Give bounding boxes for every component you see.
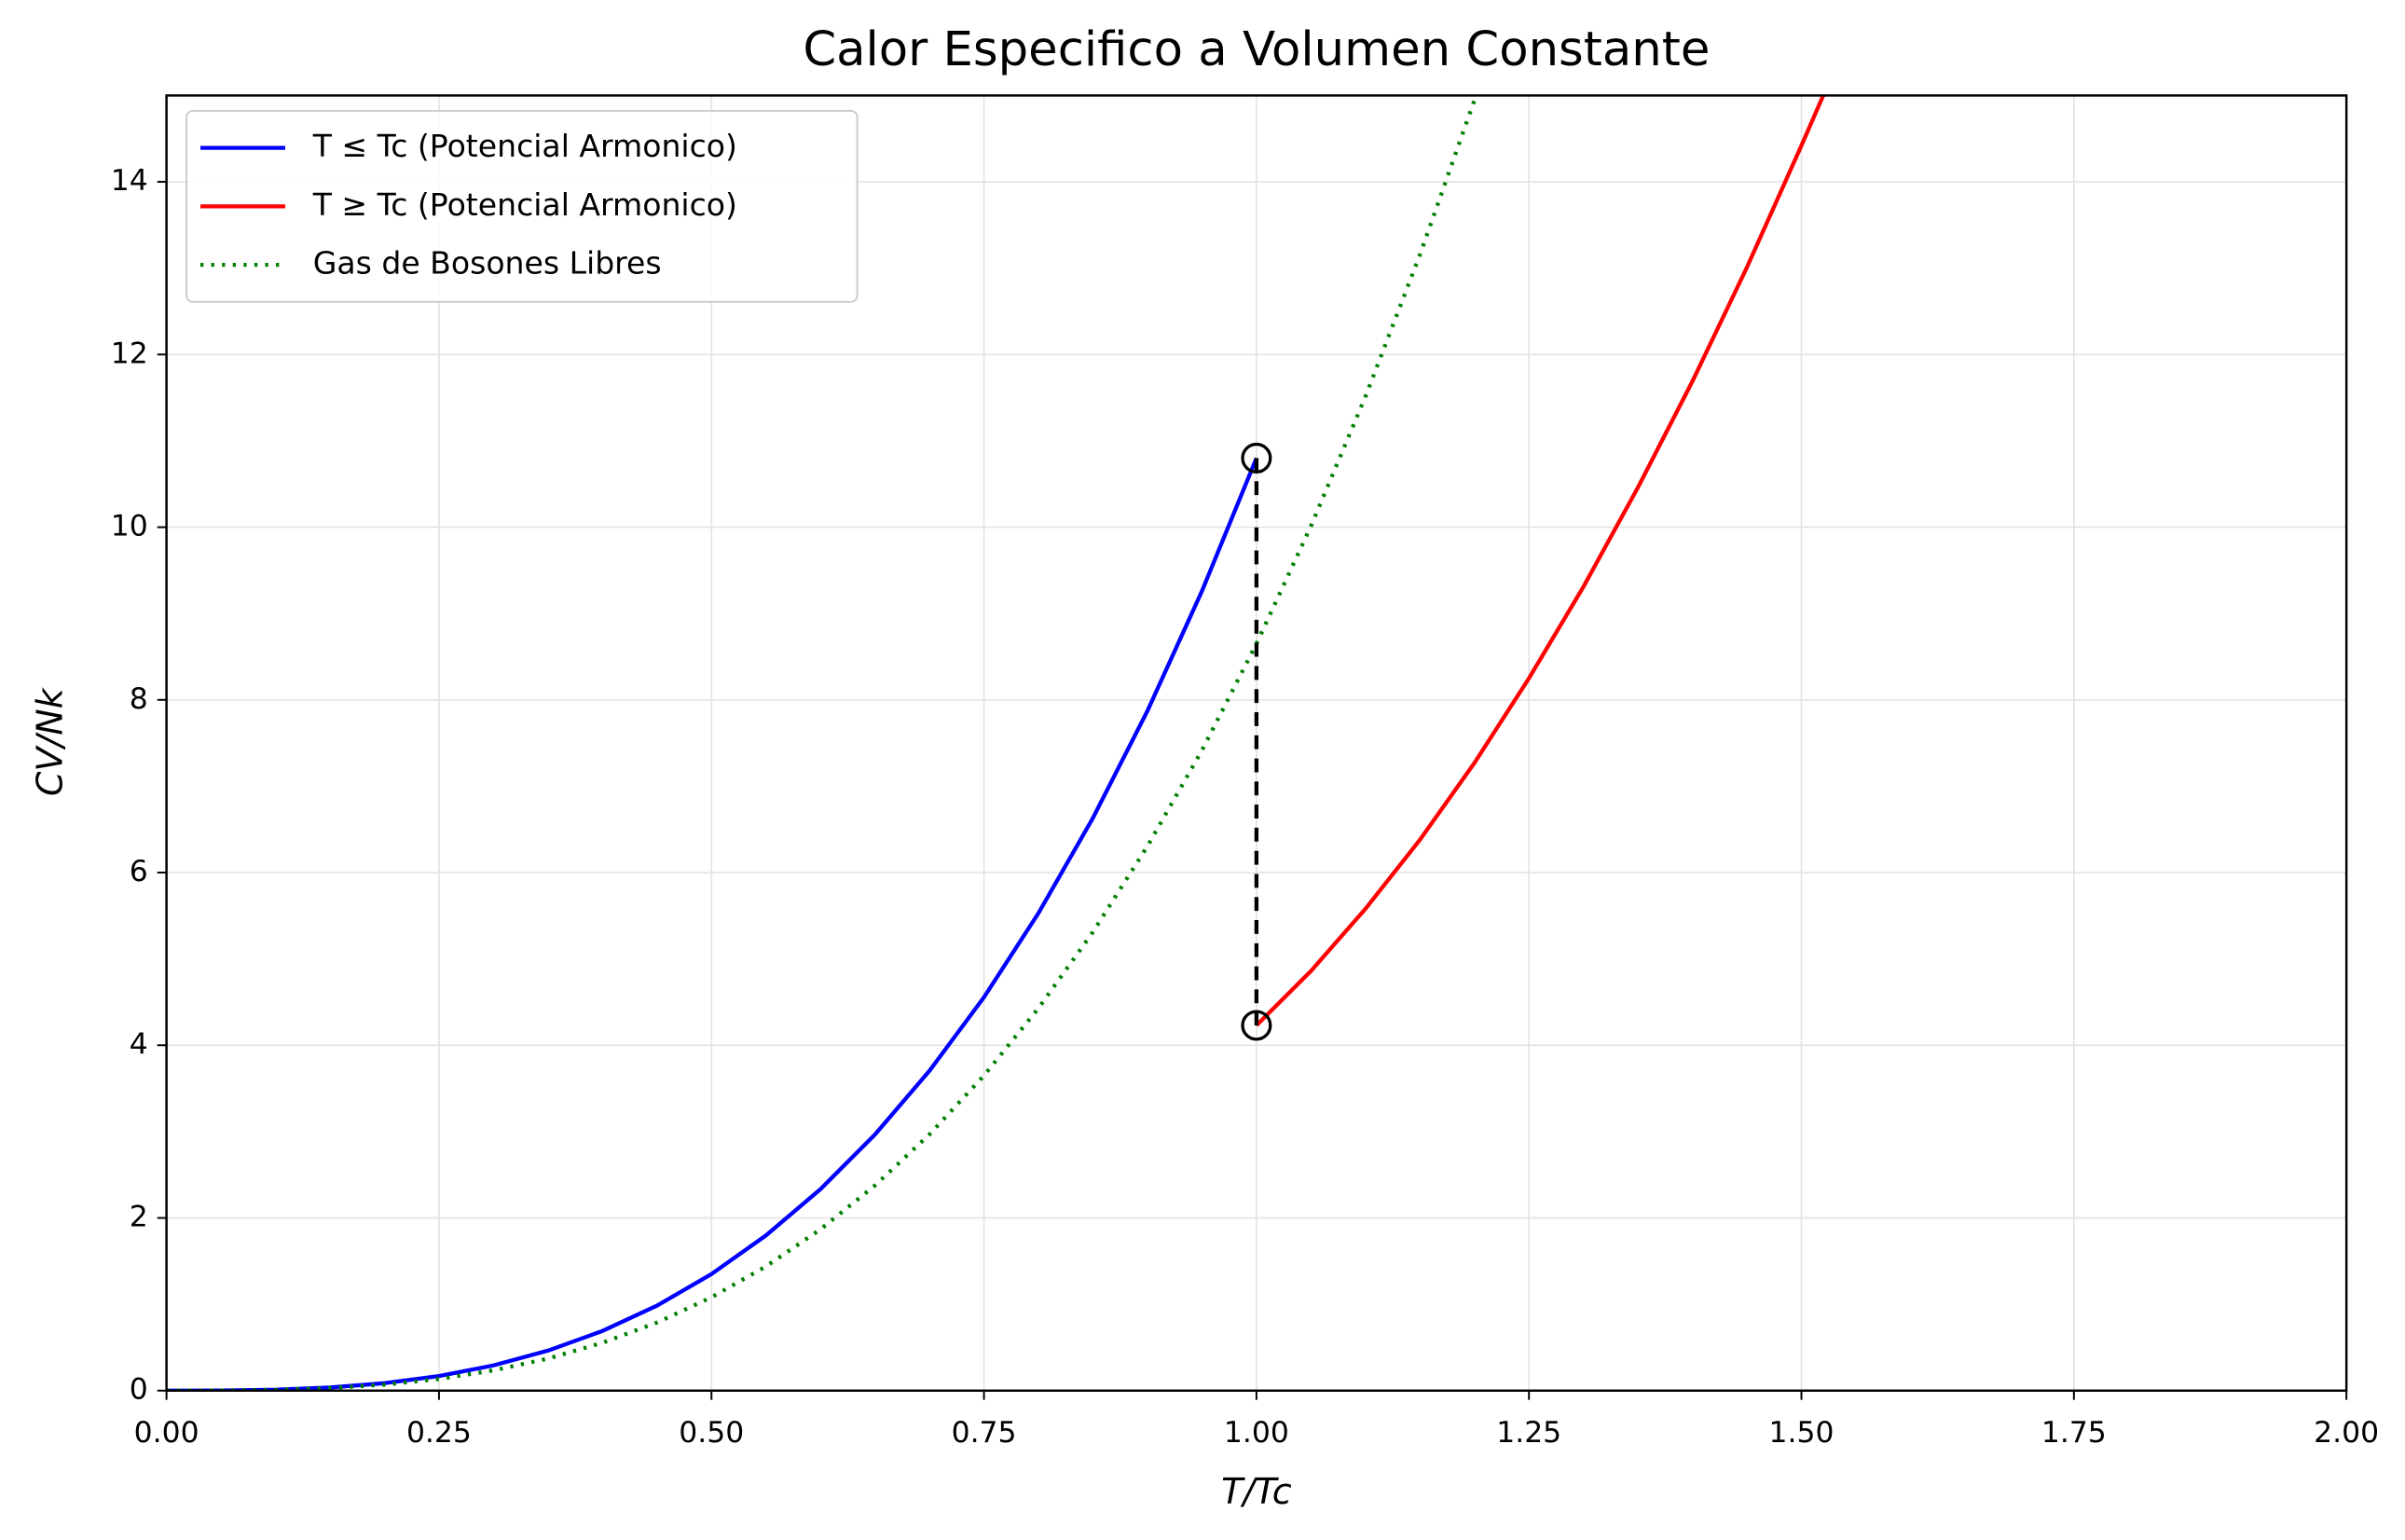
x-tick-label: 2.00 xyxy=(2314,1416,2379,1450)
legend-box xyxy=(186,109,859,303)
x-tick-label: 0.75 xyxy=(952,1416,1017,1450)
y-tick-label: 8 xyxy=(130,682,148,716)
plot-frame xyxy=(165,94,2348,1392)
y-tick-label: 2 xyxy=(130,1201,148,1234)
y-tick-label: 6 xyxy=(130,855,148,888)
y-tick-label: 14 xyxy=(111,164,148,198)
y-tick-label: 10 xyxy=(111,510,148,543)
x-tick-label: 0.50 xyxy=(679,1416,744,1450)
x-tick-label: 1.75 xyxy=(2041,1416,2107,1450)
x-tick-label: 1.25 xyxy=(1496,1416,1561,1450)
y-axis-label: CV/Nk xyxy=(30,686,71,796)
x-tick-label: 0.25 xyxy=(406,1416,472,1450)
legend-label: T ≤ Tc (Potencial Armonico) xyxy=(312,128,737,164)
x-tick-label: 1.00 xyxy=(1224,1416,1289,1450)
marker xyxy=(1241,1010,1272,1041)
x-tick-label: 1.50 xyxy=(1769,1416,1835,1450)
marker xyxy=(1241,442,1272,474)
legend-label: T ≥ Tc (Potencial Armonico) xyxy=(312,186,737,223)
y-tick-label: 12 xyxy=(111,337,148,370)
chart-title: Calor Especifico a Volumen Constante xyxy=(803,21,1710,77)
data-line xyxy=(166,457,1258,1391)
data-line xyxy=(1255,95,1825,1027)
y-tick-label: 4 xyxy=(130,1027,148,1061)
x-axis-label: T/Tc xyxy=(1221,1471,1292,1512)
x-tick-label: 0.00 xyxy=(134,1416,199,1450)
legend-label: Gas de Bosones Libres xyxy=(313,245,662,282)
y-tick-label: 0 xyxy=(130,1373,148,1407)
